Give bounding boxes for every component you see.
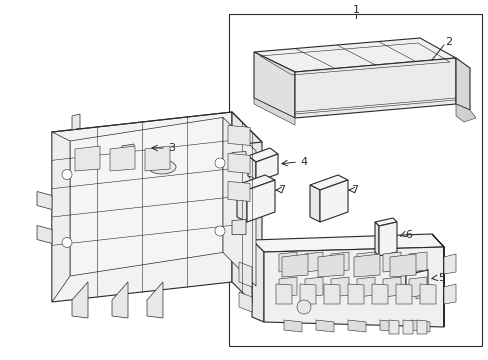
Polygon shape: [247, 156, 256, 182]
Polygon shape: [223, 117, 256, 286]
Polygon shape: [253, 98, 294, 125]
Polygon shape: [401, 287, 407, 299]
Polygon shape: [374, 218, 396, 226]
Polygon shape: [315, 320, 333, 332]
Polygon shape: [147, 282, 163, 318]
Polygon shape: [395, 284, 411, 304]
Polygon shape: [247, 148, 278, 162]
Polygon shape: [382, 252, 400, 272]
Polygon shape: [408, 277, 426, 297]
Polygon shape: [356, 252, 374, 272]
Polygon shape: [378, 222, 396, 256]
Text: 4: 4: [299, 157, 306, 167]
Polygon shape: [256, 154, 278, 182]
Polygon shape: [416, 320, 426, 334]
Circle shape: [62, 170, 72, 180]
Polygon shape: [231, 152, 245, 166]
Circle shape: [215, 158, 224, 168]
Polygon shape: [251, 240, 264, 322]
Polygon shape: [75, 146, 100, 171]
Polygon shape: [52, 132, 70, 302]
Polygon shape: [389, 254, 415, 277]
Ellipse shape: [148, 160, 176, 174]
Polygon shape: [246, 180, 274, 222]
Polygon shape: [330, 252, 348, 272]
Polygon shape: [237, 185, 246, 222]
Polygon shape: [399, 265, 427, 275]
Polygon shape: [112, 282, 128, 318]
Polygon shape: [382, 277, 400, 297]
Polygon shape: [275, 284, 291, 304]
Polygon shape: [122, 144, 134, 160]
Text: 7: 7: [350, 185, 357, 195]
Polygon shape: [399, 270, 405, 293]
Polygon shape: [415, 287, 421, 299]
Polygon shape: [253, 38, 455, 72]
Polygon shape: [405, 270, 427, 293]
Polygon shape: [72, 282, 88, 318]
Text: 3: 3: [168, 143, 175, 153]
Polygon shape: [374, 222, 378, 256]
Polygon shape: [70, 117, 223, 276]
Polygon shape: [356, 277, 374, 297]
Polygon shape: [347, 320, 365, 332]
Polygon shape: [251, 234, 443, 252]
Text: 2: 2: [444, 37, 451, 47]
Circle shape: [62, 238, 72, 248]
Circle shape: [215, 226, 224, 236]
Polygon shape: [264, 247, 443, 327]
Polygon shape: [227, 181, 249, 201]
Polygon shape: [388, 320, 398, 334]
Polygon shape: [324, 284, 339, 304]
Text: 7: 7: [278, 185, 285, 195]
Polygon shape: [317, 254, 343, 277]
Polygon shape: [443, 254, 455, 274]
Polygon shape: [419, 284, 435, 304]
Polygon shape: [37, 192, 52, 210]
Polygon shape: [37, 225, 52, 243]
Polygon shape: [258, 180, 262, 190]
Polygon shape: [239, 262, 251, 287]
Polygon shape: [284, 320, 302, 332]
Polygon shape: [379, 320, 397, 332]
Polygon shape: [443, 284, 455, 304]
Polygon shape: [239, 292, 251, 312]
Polygon shape: [145, 146, 170, 171]
Polygon shape: [371, 284, 387, 304]
Polygon shape: [237, 175, 274, 190]
Polygon shape: [52, 112, 231, 302]
Polygon shape: [455, 104, 475, 122]
Polygon shape: [282, 254, 307, 277]
Polygon shape: [431, 234, 443, 327]
Polygon shape: [353, 254, 379, 277]
Polygon shape: [227, 153, 249, 174]
Polygon shape: [227, 125, 249, 145]
Polygon shape: [347, 284, 363, 304]
Polygon shape: [72, 114, 80, 130]
Polygon shape: [249, 176, 253, 186]
Text: 1: 1: [352, 5, 359, 15]
Text: 6: 6: [404, 230, 411, 240]
Polygon shape: [402, 320, 412, 334]
Text: 5: 5: [437, 273, 444, 283]
Polygon shape: [110, 146, 135, 171]
Polygon shape: [309, 175, 347, 190]
Polygon shape: [231, 220, 245, 234]
Polygon shape: [411, 320, 429, 332]
Polygon shape: [294, 58, 455, 118]
Polygon shape: [309, 185, 319, 222]
Polygon shape: [319, 180, 347, 222]
Polygon shape: [279, 252, 296, 272]
Polygon shape: [299, 284, 315, 304]
Polygon shape: [408, 252, 426, 272]
Polygon shape: [253, 52, 294, 118]
Polygon shape: [330, 277, 348, 297]
Polygon shape: [455, 58, 469, 110]
Bar: [228, 14, 481, 346]
Polygon shape: [305, 252, 323, 272]
Polygon shape: [305, 277, 323, 297]
Polygon shape: [231, 112, 262, 312]
Polygon shape: [279, 277, 296, 297]
Circle shape: [296, 300, 310, 314]
